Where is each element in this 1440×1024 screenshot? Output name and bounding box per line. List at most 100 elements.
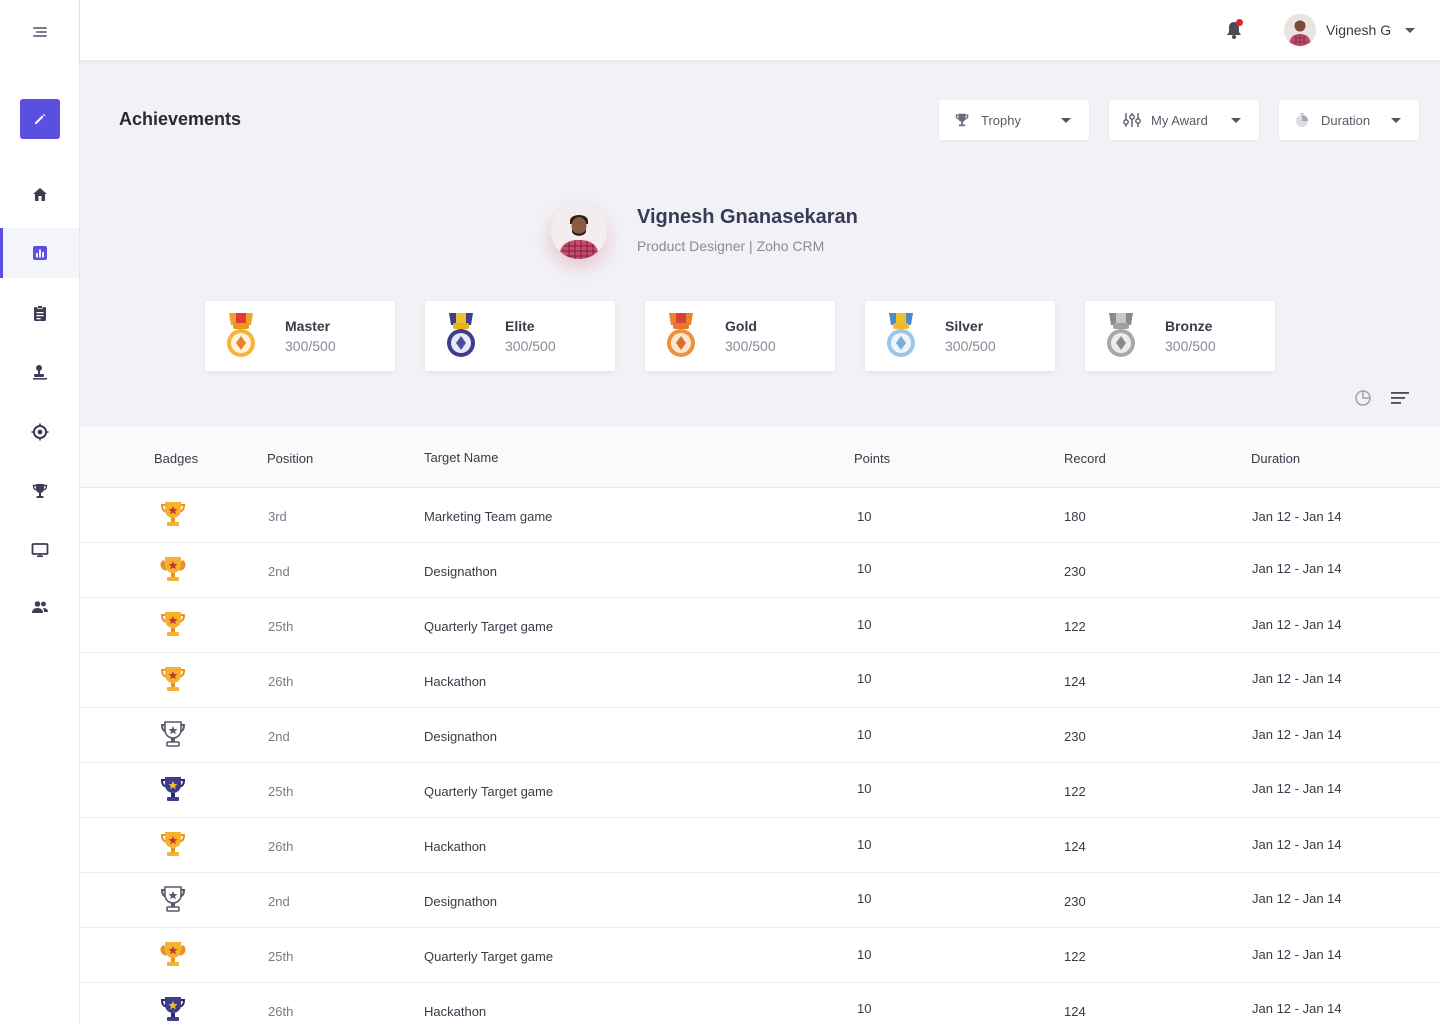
position-cell: 2nd [268,564,290,579]
trophy-badge-icon [157,773,189,805]
col-position: Position [267,451,314,466]
table-row[interactable]: 3rd Marketing Team game 10 180 Jan 12 - Jan … [80,488,1440,543]
table-row[interactable]: 26th Hackathon 10 124 Jan 12 - Jan 14 [80,653,1440,708]
medal-card-silver[interactable]: Silver 300/500 [865,301,1055,371]
elite-medal-icon [447,313,475,357]
position-cell: 3rd [268,509,287,524]
medal-card-gold[interactable]: Gold 300/500 [645,301,835,371]
position-cell: 25th [268,949,294,964]
award-filter-dropdown[interactable]: My Award [1109,100,1259,140]
points-cell: 10 [857,947,872,962]
chevron-down-icon [1061,118,1071,123]
trophy-badge-icon [157,828,189,860]
sidebar-item-goals[interactable] [0,407,79,457]
position-cell: 26th [268,839,294,854]
table-row[interactable]: 2nd Designathon 10 230 Jan 12 - Jan 14 [80,543,1440,598]
trophy-badge-icon [157,718,189,750]
sidebar-item-team[interactable] [0,582,79,632]
duration-cell: Jan 12 - Jan 14 [1252,671,1342,686]
chevron-down-icon [1405,27,1416,33]
target-name-cell: Designathon [424,729,497,744]
record-cell: 122 [1064,784,1086,799]
trophy-badge-icon [157,553,189,585]
trophy-badge-icon [157,663,189,695]
record-cell: 124 [1064,1004,1086,1019]
sidebar-item-analytics[interactable] [0,228,79,278]
duration-filter-label: Duration [1321,112,1371,128]
trophy-icon [955,113,969,127]
trophy-badge-icon [157,883,189,915]
user-menu[interactable]: Vignesh G [1284,14,1416,46]
table-row[interactable]: 25th Quarterly Target game 10 122 Jan 12 - J… [80,928,1440,983]
table-row[interactable]: 26th Hackathon 10 124 Jan 12 - Jan 14 [80,818,1440,873]
sort-button[interactable] [1390,388,1410,408]
sidebar-item-tasks[interactable] [0,288,79,338]
table-row[interactable]: 25th Quarterly Target game 10 122 Jan 12 - J… [80,598,1440,653]
sidebar-item-display[interactable] [0,525,79,575]
table-row[interactable]: 2nd Designathon 10 230 Jan 12 - Jan 14 [80,708,1440,763]
duration-cell: Jan 12 - Jan 14 [1252,561,1342,576]
notification-dot [1236,19,1243,26]
record-cell: 122 [1064,949,1086,964]
notification-button[interactable] [1224,19,1244,41]
position-cell: 2nd [268,729,290,744]
duration-cell: Jan 12 - Jan 14 [1252,781,1342,796]
col-points: Points [854,451,891,466]
team-icon [31,601,48,613]
sort-lines-icon [1391,392,1409,404]
record-cell: 124 [1064,674,1086,689]
top-header: Vignesh G [80,0,1440,60]
pencil-icon [35,113,46,124]
sidebar-item-achievements[interactable] [0,466,79,516]
sidebar-item-home[interactable] [0,170,79,220]
medal-score: 300/500 [285,338,336,354]
user-name: Vignesh G [1326,22,1392,38]
col-target: Target Name [424,450,499,465]
trophy-icon [32,484,47,498]
medal-name: Bronze [1165,318,1213,334]
menu-toggle-icon[interactable] [30,24,50,40]
medal-card-master[interactable]: Master 300/500 [205,301,395,371]
trophy-filter-dropdown[interactable]: Trophy [939,100,1089,140]
edit-button[interactable] [20,99,60,139]
gold-medal-icon [227,313,255,357]
duration-cell: Jan 12 - Jan 14 [1252,837,1342,852]
duration-cell: Jan 12 - Jan 14 [1252,617,1342,632]
position-cell: 2nd [268,894,290,909]
chevron-down-icon [1231,118,1241,123]
trophy-filter-label: Trophy [981,112,1021,128]
medal-card-elite[interactable]: Elite 300/500 [425,301,615,371]
trophy-badge-icon [157,938,189,970]
table-row[interactable]: 25th Quarterly Target game 10 122 Jan 12 - J… [80,763,1440,818]
trophy-badge-icon [157,498,189,530]
table-row[interactable]: 26th Hackathon 10 124 Jan 12 - Jan 14 [80,983,1440,1024]
points-cell: 10 [857,837,872,852]
timer-icon [1296,113,1308,127]
record-cell: 230 [1064,894,1086,909]
table-header: Badges Position Target Name Points Recor… [80,427,1440,488]
target-name-cell: Hackathon [424,839,487,854]
target-name-cell: Quarterly Target game [424,619,554,634]
profile-avatar [551,203,607,259]
target-name-cell: Hackathon [424,1004,487,1019]
medal-card-bronze[interactable]: Bronze 300/500 [1085,301,1275,371]
points-cell: 10 [857,617,872,632]
medal-score: 300/500 [945,338,996,354]
duration-cell: Jan 12 - Jan 14 [1252,891,1342,906]
record-cell: 180 [1064,509,1086,524]
duration-cell: Jan 12 - Jan 14 [1252,727,1342,742]
silver-medal-icon [887,313,915,357]
position-cell: 25th [268,784,294,799]
target-name-cell: Marketing Team game [424,509,553,524]
sidebar-item-assign[interactable] [0,347,79,397]
duration-filter-dropdown[interactable]: Duration [1279,100,1419,140]
duration-cell: Jan 12 - Jan 14 [1252,1001,1342,1016]
record-cell: 230 [1064,729,1086,744]
table-row[interactable]: 2nd Designathon 10 230 Jan 12 - Jan 14 [80,873,1440,928]
points-cell: 10 [857,671,872,686]
pie-view-button[interactable] [1353,388,1373,408]
target-name-cell: Quarterly Target game [424,784,554,799]
record-cell: 230 [1064,564,1086,579]
medal-score: 300/500 [725,338,776,354]
points-cell: 10 [857,561,872,576]
